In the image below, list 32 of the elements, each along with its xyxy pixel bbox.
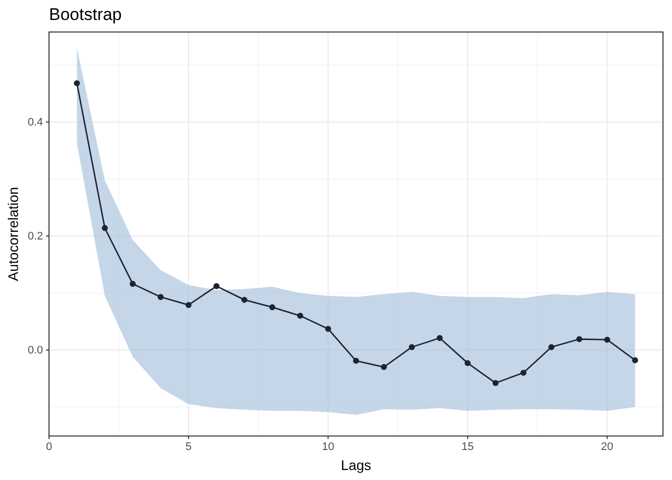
x-tick-label: 5 xyxy=(185,440,192,453)
y-tick-label: 0.2 xyxy=(28,230,43,243)
point xyxy=(520,370,526,376)
x-axis-title: Lags xyxy=(340,457,372,473)
point xyxy=(576,336,582,342)
point xyxy=(548,344,554,350)
x-tick-label: 20 xyxy=(601,440,614,453)
x-tick-label: 15 xyxy=(462,440,474,453)
point xyxy=(436,334,443,341)
point xyxy=(241,296,248,303)
point xyxy=(492,380,499,386)
y-tick-label: 0.0 xyxy=(28,344,43,356)
point xyxy=(408,344,415,350)
point xyxy=(213,283,220,290)
point xyxy=(186,302,192,308)
point xyxy=(74,80,80,86)
point xyxy=(632,357,638,364)
y-tick-label: 0.4 xyxy=(28,116,43,129)
x-tick-label: 10 xyxy=(322,440,334,453)
point xyxy=(380,364,387,370)
x-tick-label: 0 xyxy=(46,440,52,453)
point xyxy=(464,360,471,366)
point xyxy=(130,280,136,287)
point xyxy=(102,225,108,232)
chart-title: Bootstrap xyxy=(49,5,122,24)
y-axis-title: Autocorrelation xyxy=(5,186,21,282)
point xyxy=(604,336,610,343)
point xyxy=(325,326,332,332)
point xyxy=(269,304,276,310)
point xyxy=(353,358,359,364)
point xyxy=(297,312,304,319)
point xyxy=(158,294,164,300)
